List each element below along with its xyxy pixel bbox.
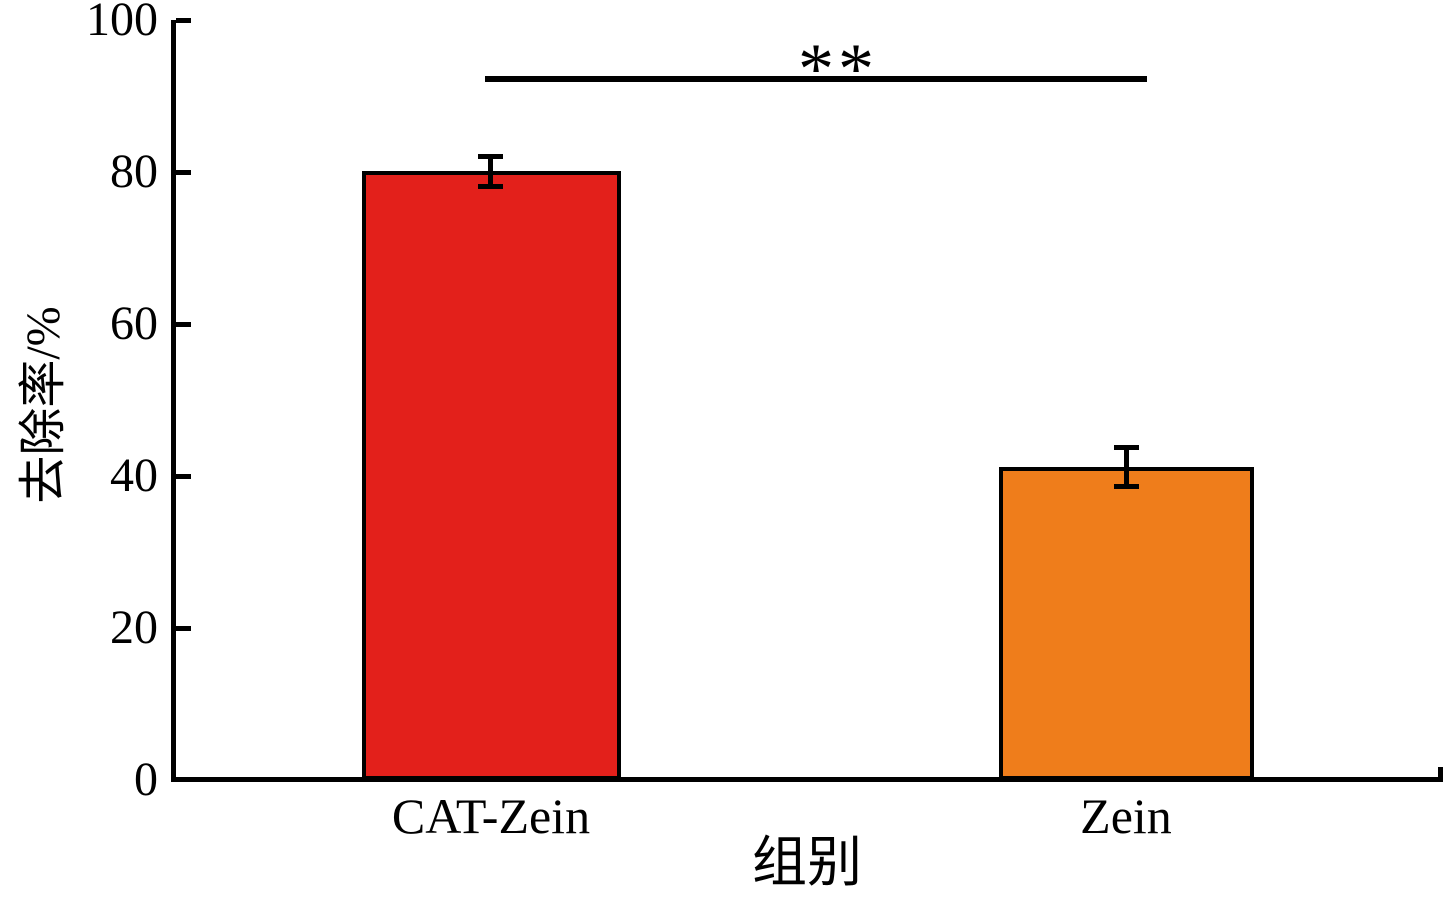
x-axis-end-tick bbox=[1438, 767, 1443, 779]
y-axis-line bbox=[171, 20, 176, 782]
bar-cat-zein bbox=[362, 171, 621, 780]
y-tick-mark-60 bbox=[176, 322, 191, 327]
y-tick-mark-20 bbox=[176, 626, 191, 631]
y-tick-mark-100 bbox=[176, 18, 191, 23]
y-tick-label-40: 40 bbox=[110, 449, 158, 502]
error-bar-cat-zein-line bbox=[488, 156, 493, 188]
y-tick-label-0: 0 bbox=[134, 753, 158, 806]
significance-bracket-line bbox=[485, 76, 1147, 82]
significance-label: ** bbox=[798, 29, 878, 109]
y-tick-label-100: 100 bbox=[86, 0, 158, 46]
x-axis-line bbox=[171, 777, 1443, 782]
error-bar-cat-zein-top-cap bbox=[478, 154, 503, 159]
x-category-label-cat-zein: CAT-Zein bbox=[391, 788, 591, 844]
bar-zein bbox=[999, 467, 1254, 780]
x-axis-title: 组别 bbox=[751, 832, 862, 893]
y-tick-mark-40 bbox=[176, 474, 191, 479]
error-bar-zein-top-cap bbox=[1114, 445, 1139, 450]
y-tick-label-20: 20 bbox=[110, 601, 158, 654]
x-category-label-zein: Zein bbox=[1080, 788, 1172, 844]
error-bar-zein-bottom-cap bbox=[1114, 484, 1139, 489]
y-tick-label-80: 80 bbox=[110, 145, 158, 198]
y-tick-mark-80 bbox=[176, 170, 191, 175]
error-bar-zein-line bbox=[1124, 447, 1129, 489]
error-bar-cat-zein-bottom-cap bbox=[478, 184, 503, 189]
y-tick-label-60: 60 bbox=[110, 297, 158, 350]
